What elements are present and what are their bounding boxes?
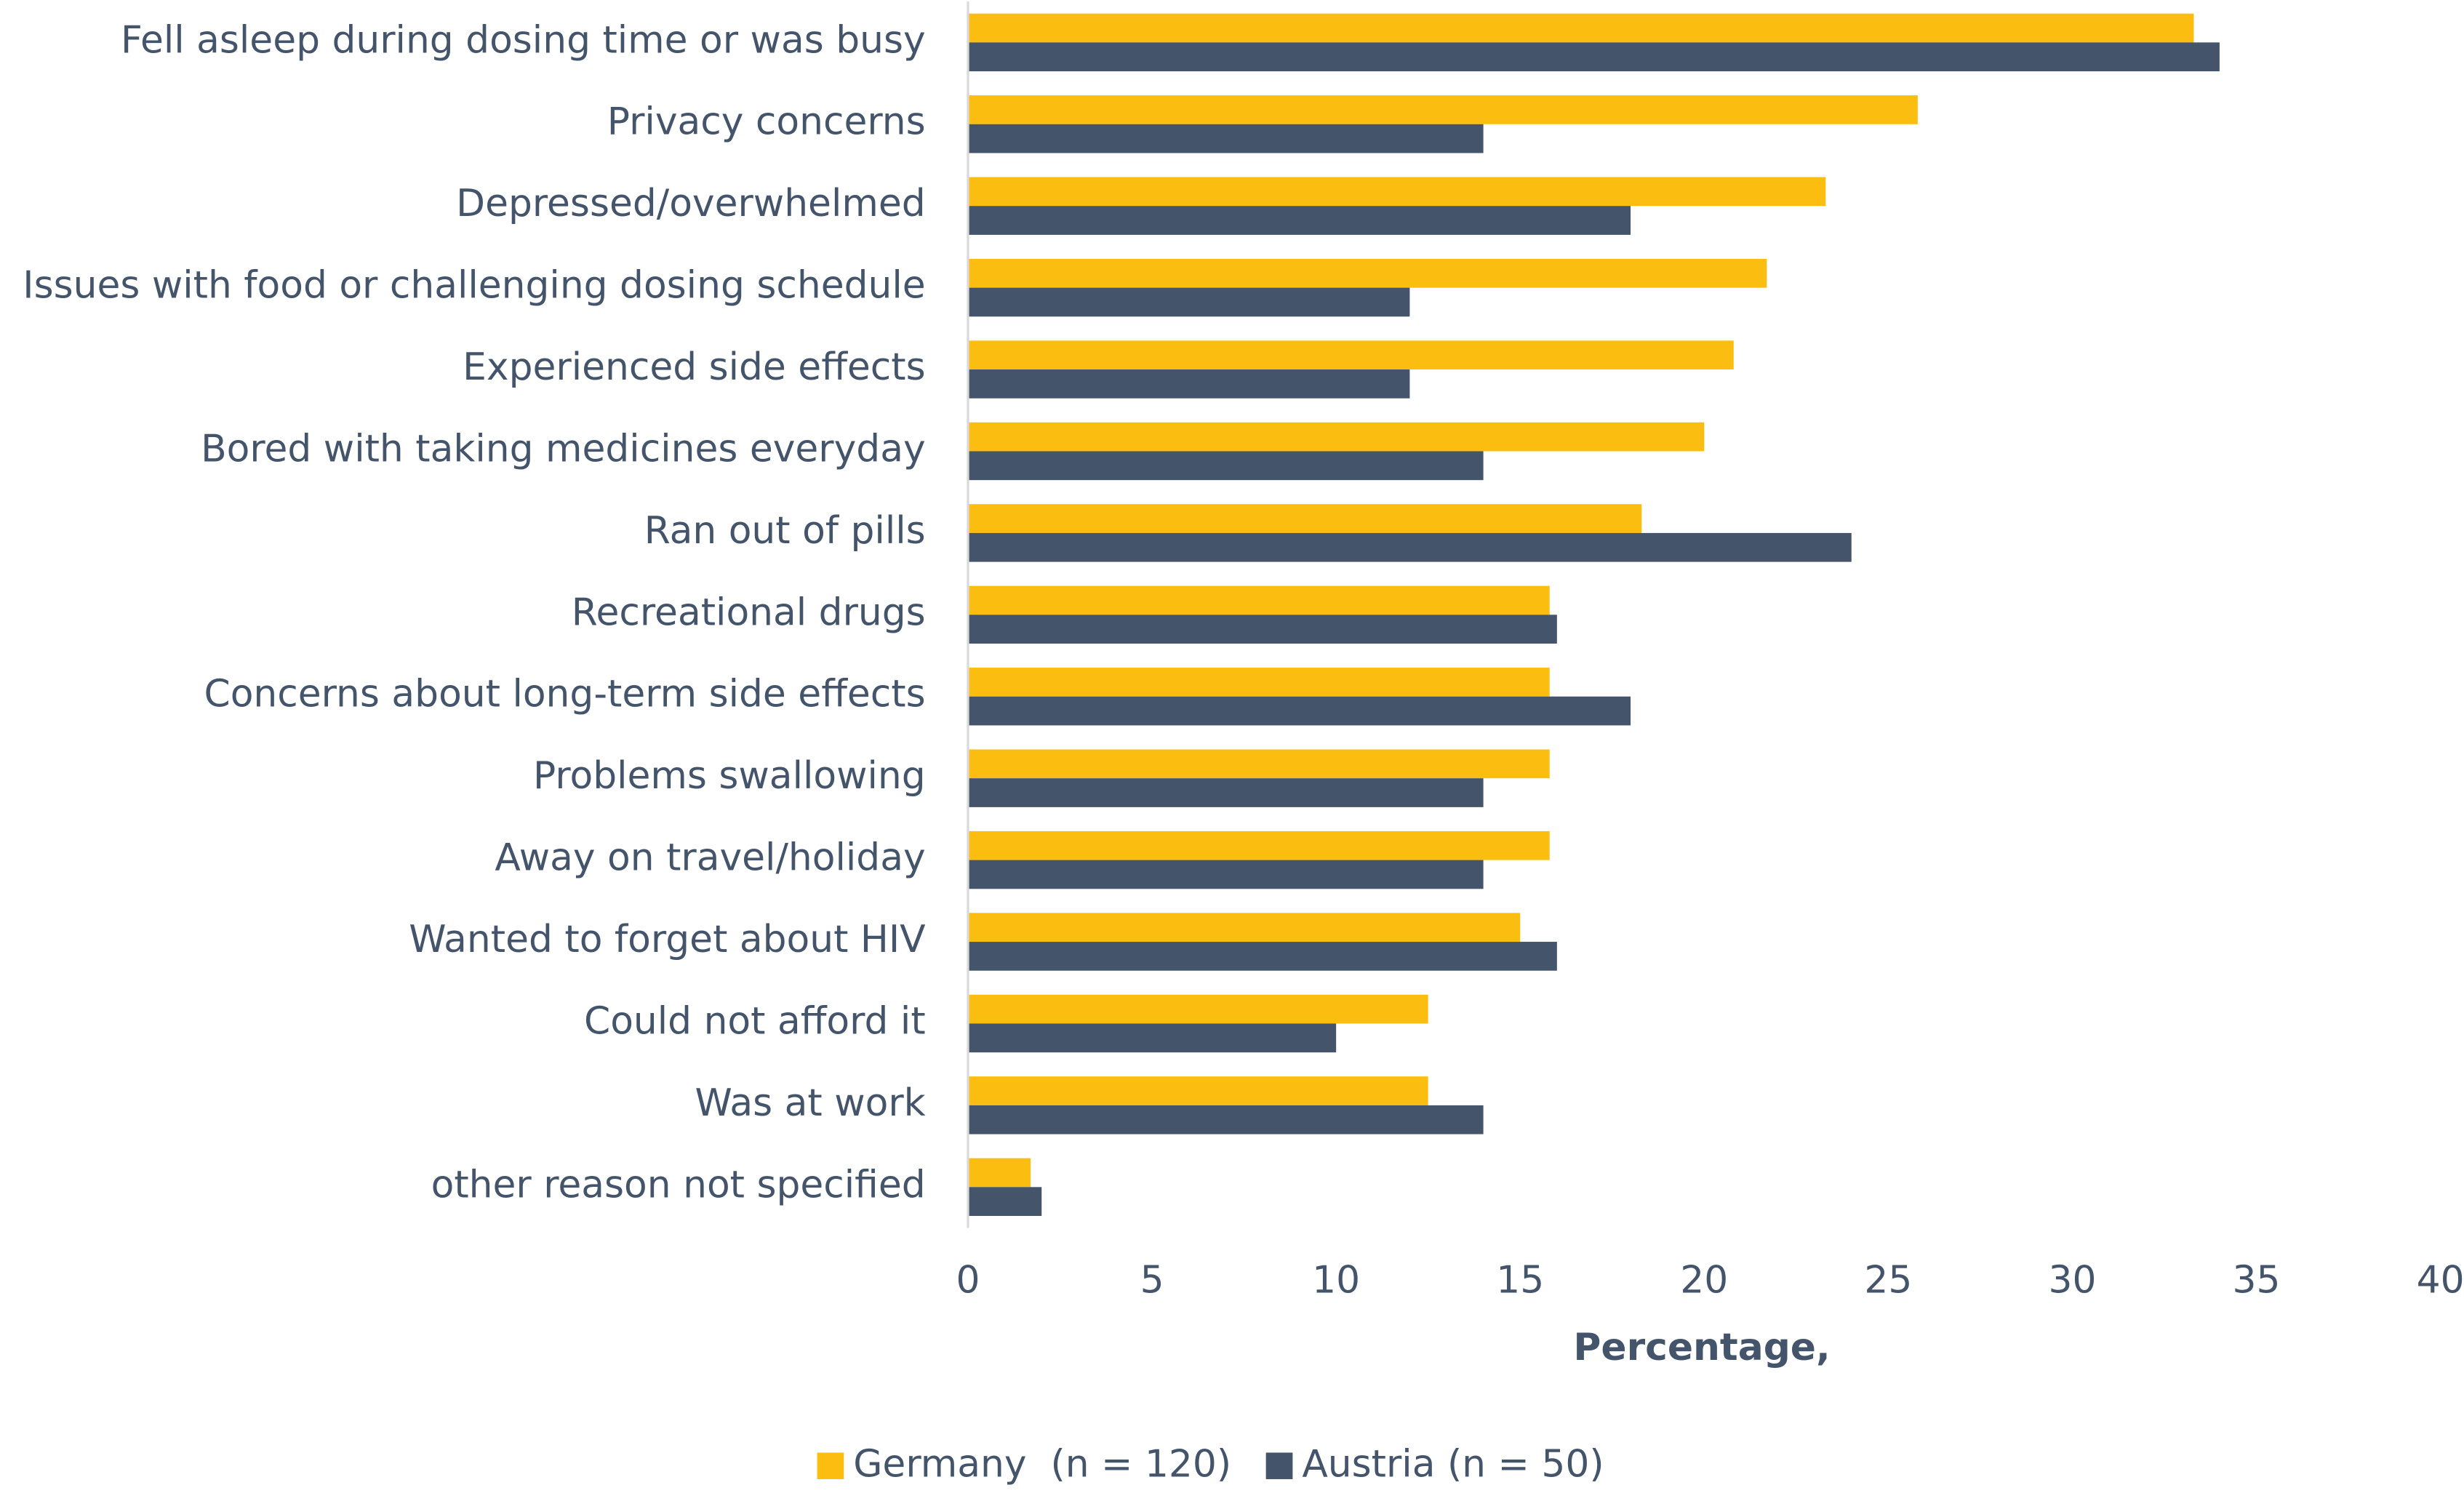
legend-swatch [817, 1452, 844, 1479]
bar [968, 258, 1767, 288]
y-tick-label: Bored with taking medicines everyday [201, 428, 926, 471]
y-tick-label: Concerns about long-term side effects [204, 673, 926, 716]
x-tick-label: 10 [1312, 1259, 1360, 1302]
bar [968, 340, 1734, 370]
bar [968, 124, 1484, 153]
y-tick-label: Issues with food or challenging dosing s… [23, 264, 925, 308]
y-tick-label: Problems swallowing [533, 754, 926, 798]
bar [968, 994, 1428, 1024]
x-tick-label: 25 [1864, 1259, 1912, 1302]
y-tick-label: Recreational drugs [572, 591, 926, 634]
legend-label: Germany (n = 120) [853, 1443, 1231, 1486]
x-tick-label: 0 [956, 1259, 980, 1302]
bar [968, 778, 1484, 807]
bar [968, 942, 1557, 971]
bar [968, 532, 1852, 562]
y-tick-label: Ran out of pills [644, 509, 926, 553]
y-tick-label: Was at work [695, 1081, 925, 1125]
x-tick-label: 20 [1680, 1259, 1728, 1302]
bar [968, 206, 1631, 235]
y-tick-label: other reason not specified [431, 1163, 926, 1206]
bar [968, 451, 1484, 481]
y-tick-label: Fell asleep during dosing time or was bu… [121, 18, 926, 62]
x-axis-title: Percentage, [1573, 1326, 1830, 1369]
bar [968, 287, 1410, 317]
bar [968, 504, 1642, 533]
x-tick-label: 40 [2417, 1259, 2464, 1302]
x-tick-label: 15 [1496, 1259, 1544, 1302]
bar [968, 95, 1918, 124]
bar [968, 913, 1521, 942]
bar [968, 830, 1550, 860]
bar [968, 615, 1557, 644]
bar [968, 177, 1826, 207]
x-tick-label: 5 [1140, 1259, 1164, 1302]
x-tick-label: 35 [2233, 1259, 2281, 1302]
bar [968, 1023, 1337, 1053]
bar [968, 860, 1484, 889]
y-tick-label: Wanted to forget about HIV [409, 918, 925, 961]
y-tick-label: Experienced side effects [463, 345, 925, 389]
bar [968, 42, 2220, 72]
bar [968, 1076, 1428, 1105]
bar [968, 1187, 1042, 1217]
bar [968, 585, 1550, 615]
bar [968, 13, 2194, 43]
bar [968, 422, 1705, 452]
y-tick-label: Could not afford it [584, 1000, 926, 1044]
x-tick-label: 30 [2048, 1259, 2096, 1302]
bar [968, 1158, 1031, 1188]
y-tick-label: Privacy concerns [607, 100, 926, 144]
y-tick-label: Depressed/overwhelmed [456, 182, 925, 225]
legend-swatch [1265, 1452, 1293, 1479]
bar [968, 369, 1410, 399]
bar [968, 749, 1550, 779]
bar [968, 668, 1550, 697]
bar [968, 1105, 1484, 1134]
bar [968, 696, 1631, 726]
y-tick-label: Away on travel/holiday [495, 836, 925, 880]
legend-label: Austria (n = 50) [1302, 1443, 1604, 1486]
